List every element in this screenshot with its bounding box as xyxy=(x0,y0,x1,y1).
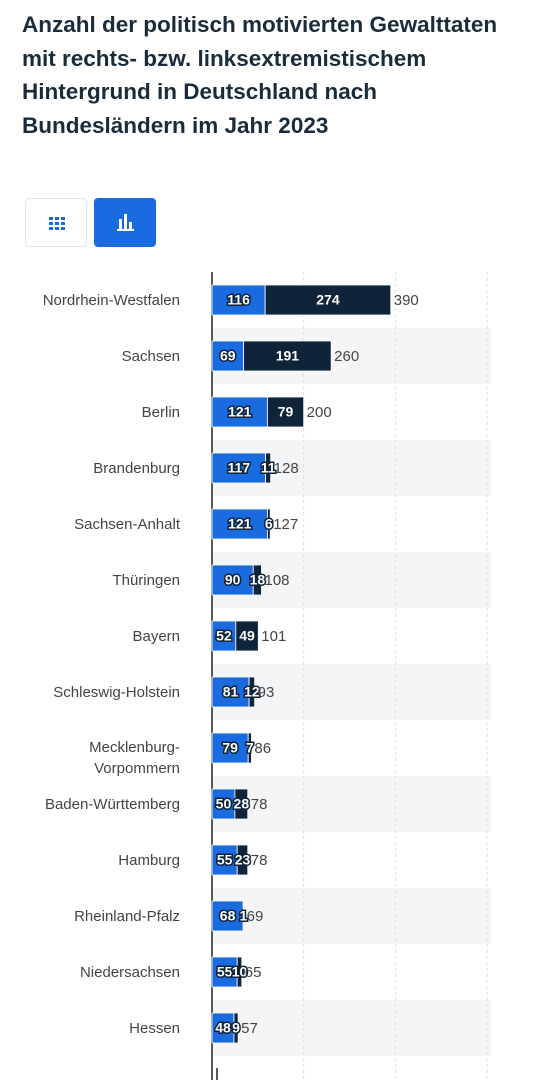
chart-title: Anzahl der politisch motivierten Gewaltt… xyxy=(22,12,498,138)
category-label: Baden-Württemberg xyxy=(44,795,180,813)
value-label: 12 xyxy=(244,684,260,700)
total-label: 101 xyxy=(261,628,286,645)
value-label: 1 xyxy=(239,908,247,924)
value-label: 274 xyxy=(316,292,340,308)
total-label: 200 xyxy=(307,404,332,421)
bar-segment xyxy=(211,900,244,932)
bar-segment xyxy=(211,956,238,988)
total-label: 260 xyxy=(334,348,359,365)
bar-segment xyxy=(235,620,259,652)
bar-segment xyxy=(267,508,271,540)
row-stripe xyxy=(212,1000,491,1056)
value-label: 9 xyxy=(232,1020,240,1036)
value-label: 121 xyxy=(228,404,252,420)
bar-segment xyxy=(267,396,305,428)
category-label: Mecklenburg-Vorpommern xyxy=(89,739,180,777)
bar-segment xyxy=(236,956,243,988)
bar-segment xyxy=(234,788,249,820)
category-label: Hessen xyxy=(129,1019,180,1037)
value-label: 79 xyxy=(278,404,294,420)
total-label: 78 xyxy=(251,852,268,869)
category-label: Brandenburg xyxy=(93,459,180,477)
category-label: Niedersachsen xyxy=(79,963,180,981)
value-label: 11 xyxy=(261,460,276,476)
table-view-button[interactable] xyxy=(25,198,87,247)
value-label: 50 xyxy=(216,796,232,812)
bar-segment xyxy=(211,676,250,708)
row-stripe xyxy=(212,776,491,832)
total-label: 390 xyxy=(394,292,419,309)
value-label: 49 xyxy=(239,628,255,644)
category-label: Berlin xyxy=(141,403,180,421)
total-label: 93 xyxy=(258,684,275,701)
category-label: Sachsen-Anhalt xyxy=(74,515,180,533)
total-label: 57 xyxy=(241,1020,258,1037)
value-label: 6 xyxy=(265,516,273,532)
bar-segment xyxy=(211,844,238,876)
value-label: 18 xyxy=(250,572,266,588)
total-label: 127 xyxy=(273,516,298,533)
bar-segment xyxy=(248,676,256,708)
value-label: 117 xyxy=(228,460,251,476)
value-label: 55 xyxy=(217,964,233,980)
bar-segment xyxy=(211,396,268,428)
bar-segment xyxy=(243,340,332,372)
bar-segment xyxy=(211,732,249,764)
value-label: 23 xyxy=(235,852,251,868)
bar-segment xyxy=(236,844,249,876)
value-label: 7 xyxy=(246,740,254,756)
value-label: 191 xyxy=(276,348,300,364)
value-label: 28 xyxy=(234,796,250,812)
value-label: 90 xyxy=(225,572,241,588)
total-label: 108 xyxy=(265,572,290,589)
bar-segment xyxy=(252,564,262,596)
total-label: 86 xyxy=(254,740,271,757)
bar-segment xyxy=(264,284,392,316)
value-label: 10 xyxy=(232,964,248,980)
bar-segment xyxy=(265,452,272,484)
bar-segment xyxy=(247,732,252,764)
value-label: 55 xyxy=(217,852,233,868)
chart-icon xyxy=(117,214,134,231)
value-label: 121 xyxy=(228,516,252,532)
value-label: 69 xyxy=(220,348,236,364)
bar-segment xyxy=(211,340,245,372)
total-label: 69 xyxy=(247,908,264,925)
value-label: 52 xyxy=(216,628,232,644)
category-label: Sachsen xyxy=(121,347,180,365)
total-label: 128 xyxy=(274,460,299,477)
bar-segment xyxy=(233,1012,239,1044)
category-label: Rheinland-Pfalz xyxy=(74,907,180,925)
value-label: 68 xyxy=(220,908,236,924)
category-label: Bayern xyxy=(132,627,180,645)
row-stripe xyxy=(212,888,491,944)
row-stripe xyxy=(212,664,491,720)
total-label: 65 xyxy=(245,964,262,981)
value-label: 81 xyxy=(223,684,239,700)
category-label: Hamburg xyxy=(118,851,180,869)
category-label: Schleswig-Holstein xyxy=(53,683,180,701)
category-label: Thüringen xyxy=(112,571,180,589)
value-label: 48 xyxy=(215,1020,231,1036)
value-label: 79 xyxy=(222,740,238,756)
value-label: 116 xyxy=(227,292,250,308)
total-label: 78 xyxy=(251,796,268,813)
category-label: Nordrhein-Westfalen xyxy=(42,291,180,309)
bar-segment xyxy=(211,508,268,540)
chart-view-button[interactable] xyxy=(94,198,156,247)
grid-icon xyxy=(49,217,65,230)
